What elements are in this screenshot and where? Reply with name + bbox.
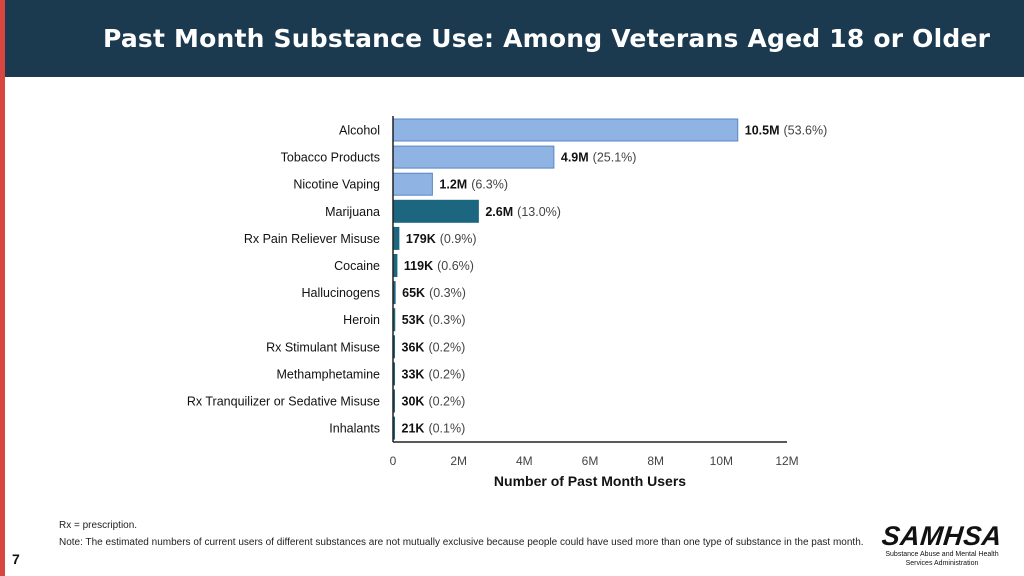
category-label: Rx Pain Reliever Misuse bbox=[244, 232, 380, 246]
logo-subtitle-line2: Services Administration bbox=[905, 560, 979, 567]
category-label: Methamphetamine bbox=[276, 367, 380, 381]
bar bbox=[392, 226, 400, 250]
data-label: 10.5M (53.6%) bbox=[745, 124, 828, 138]
data-label: 36K (0.2%) bbox=[402, 340, 466, 354]
data-label: 4.9M (25.1%) bbox=[561, 151, 637, 165]
data-label: 2.6M (13.0%) bbox=[485, 205, 561, 219]
data-percent-label: (53.6%) bbox=[784, 124, 828, 138]
data-value-label: 36K bbox=[402, 340, 425, 354]
bar bbox=[392, 199, 479, 223]
data-percent-label: (0.9%) bbox=[440, 232, 477, 246]
data-value-label: 21K bbox=[402, 422, 425, 436]
data-label: 53K (0.3%) bbox=[402, 313, 466, 327]
logo-subtitle-line1: Substance Abuse and Mental Health bbox=[885, 551, 999, 558]
data-value-label: 10.5M bbox=[745, 124, 780, 138]
page-number: 7 bbox=[12, 551, 20, 567]
data-value-label: 30K bbox=[402, 395, 425, 409]
x-tick-label: 12M bbox=[775, 454, 798, 468]
data-label: 119K (0.6%) bbox=[404, 259, 474, 273]
data-value-label: 4.9M bbox=[561, 151, 589, 165]
data-label: 21K (0.1%) bbox=[402, 422, 466, 436]
data-percent-label: (0.3%) bbox=[429, 313, 466, 327]
data-label: 33K (0.2%) bbox=[402, 367, 466, 381]
data-percent-label: (0.2%) bbox=[428, 340, 465, 354]
x-tick-label: 10M bbox=[710, 454, 733, 468]
category-label: Inhalants bbox=[329, 422, 380, 436]
data-label: 179K (0.9%) bbox=[406, 232, 477, 246]
category-label: Cocaine bbox=[334, 259, 380, 273]
category-label: Rx Tranquilizer or Sedative Misuse bbox=[187, 395, 380, 409]
data-percent-label: (13.0%) bbox=[517, 205, 561, 219]
data-label: 1.2M (6.3%) bbox=[439, 178, 508, 192]
data-percent-label: (0.1%) bbox=[428, 422, 465, 436]
category-label: Rx Stimulant Misuse bbox=[266, 340, 380, 354]
footnotes: Rx = prescription. Note: The estimated n… bbox=[59, 519, 869, 553]
x-tick-label: 6M bbox=[582, 454, 599, 468]
data-value-label: 1.2M bbox=[439, 178, 467, 192]
title-banner: Past Month Substance Use: Among Veterans… bbox=[5, 0, 1024, 77]
data-percent-label: (0.2%) bbox=[428, 367, 465, 381]
slide-title: Past Month Substance Use: Among Veterans… bbox=[103, 24, 991, 53]
data-percent-label: (6.3%) bbox=[471, 178, 508, 192]
data-value-label: 2.6M bbox=[485, 205, 513, 219]
data-percent-label: (0.2%) bbox=[428, 395, 465, 409]
logo-wordmark: SAMHSA bbox=[880, 521, 1004, 551]
samhsa-logo: SAMHSA Substance Abuse and Mental Health… bbox=[880, 521, 1004, 568]
left-accent-stripe bbox=[0, 0, 5, 576]
category-label: Marijuana bbox=[325, 205, 380, 219]
category-label: Heroin bbox=[343, 313, 380, 327]
bar-chart: Alcohol 10.5M (53.6%) Tobacco Products 4.9M (… bbox=[187, 116, 828, 489]
x-axis-title: Number of Past Month Users bbox=[494, 473, 686, 489]
data-percent-label: (0.6%) bbox=[437, 259, 474, 273]
x-tick-label: 0 bbox=[390, 454, 397, 468]
data-value-label: 179K bbox=[406, 232, 436, 246]
data-value-label: 33K bbox=[402, 367, 425, 381]
data-label: 30K (0.2%) bbox=[402, 395, 466, 409]
data-label: 65K (0.3%) bbox=[402, 286, 466, 300]
x-tick-label: 2M bbox=[450, 454, 467, 468]
data-value-label: 53K bbox=[402, 313, 425, 327]
x-tick-label: 4M bbox=[516, 454, 533, 468]
data-value-label: 65K bbox=[402, 286, 425, 300]
data-percent-label: (25.1%) bbox=[593, 151, 637, 165]
x-tick-label: 8M bbox=[647, 454, 664, 468]
footnote-note: Note: The estimated numbers of current u… bbox=[59, 537, 864, 548]
category-label: Alcohol bbox=[339, 124, 380, 138]
category-label: Tobacco Products bbox=[281, 151, 380, 165]
bar bbox=[392, 172, 433, 196]
footnote-rx: Rx = prescription. bbox=[59, 520, 138, 531]
category-label: Nicotine Vaping bbox=[293, 178, 380, 192]
bar bbox=[392, 145, 555, 169]
data-percent-label: (0.3%) bbox=[429, 286, 466, 300]
category-label: Hallucinogens bbox=[301, 286, 380, 300]
bar bbox=[392, 118, 739, 142]
data-value-label: 119K bbox=[404, 259, 433, 273]
